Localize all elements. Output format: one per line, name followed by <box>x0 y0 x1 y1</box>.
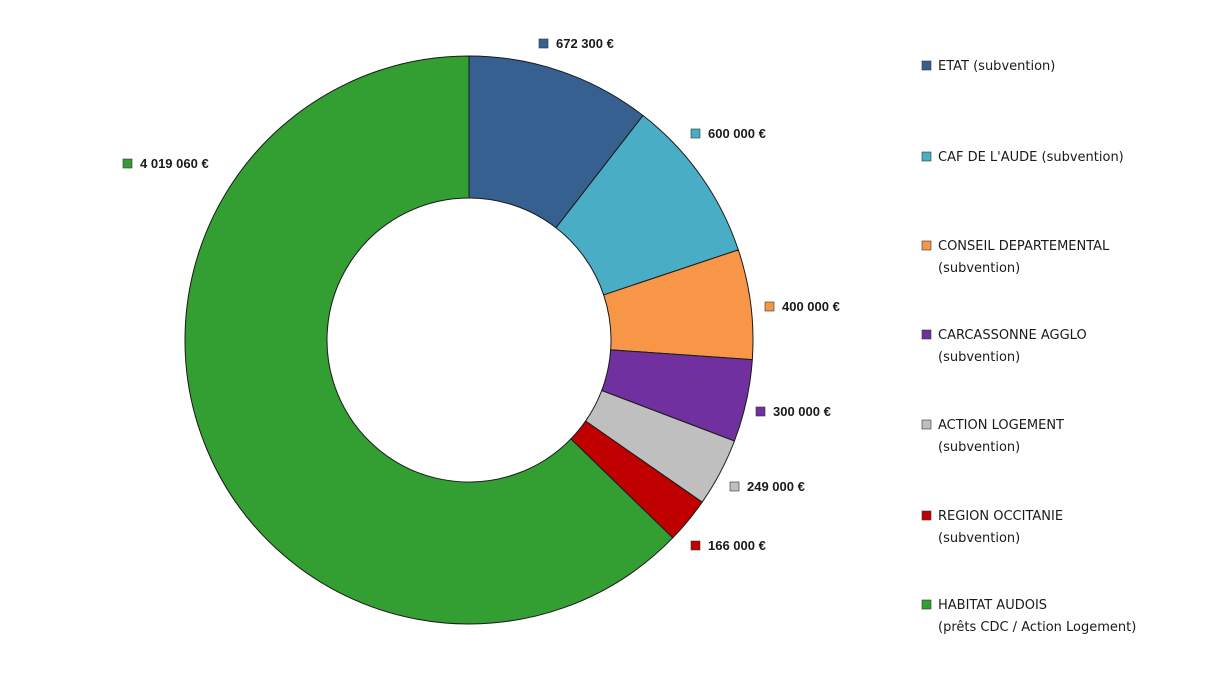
legend-swatch <box>921 419 932 430</box>
value-label-swatch <box>538 38 549 49</box>
slice-value-label: 672 300 € <box>556 36 614 51</box>
legend-label: (subvention) <box>938 350 1020 365</box>
legend-swatch <box>921 329 932 340</box>
legend-label: (prêts CDC / Action Logement) <box>938 620 1136 635</box>
legend-label: CARCASSONNE AGGLO <box>938 328 1087 343</box>
legend-label: ETAT (subvention) <box>938 59 1055 74</box>
legend-label: HABITAT AUDOIS <box>938 598 1047 613</box>
legend-swatch <box>921 510 932 521</box>
slice-value-label: 600 000 € <box>708 126 766 141</box>
legend-label: CONSEIL DEPARTEMENTAL <box>938 239 1110 254</box>
slice-value-label: 300 000 € <box>773 404 831 419</box>
value-label-swatch <box>122 158 133 169</box>
legend-label: CAF DE L'AUDE (subvention) <box>938 150 1124 165</box>
slice-value-label: 166 000 € <box>708 538 766 553</box>
slice-value-label: 4 019 060 € <box>140 156 209 171</box>
slice-value-label: 400 000 € <box>782 299 840 314</box>
value-label-swatch <box>764 301 775 312</box>
value-label-swatch <box>755 406 766 417</box>
legend-label: (subvention) <box>938 261 1020 276</box>
value-label-swatch <box>690 128 701 139</box>
donut-slice <box>184 55 674 625</box>
value-label-swatch <box>729 481 740 492</box>
value-label-swatch <box>690 540 701 551</box>
legend-swatch <box>921 240 932 251</box>
legend-label: REGION OCCITANIE <box>938 509 1063 524</box>
legend-swatch <box>921 151 932 162</box>
slice-value-label: 249 000 € <box>747 479 805 494</box>
legend-swatch <box>921 60 932 71</box>
legend-label: (subvention) <box>938 440 1020 455</box>
legend-label: ACTION LOGEMENT <box>938 418 1064 433</box>
legend-swatch <box>921 599 932 610</box>
legend-label: (subvention) <box>938 531 1020 546</box>
